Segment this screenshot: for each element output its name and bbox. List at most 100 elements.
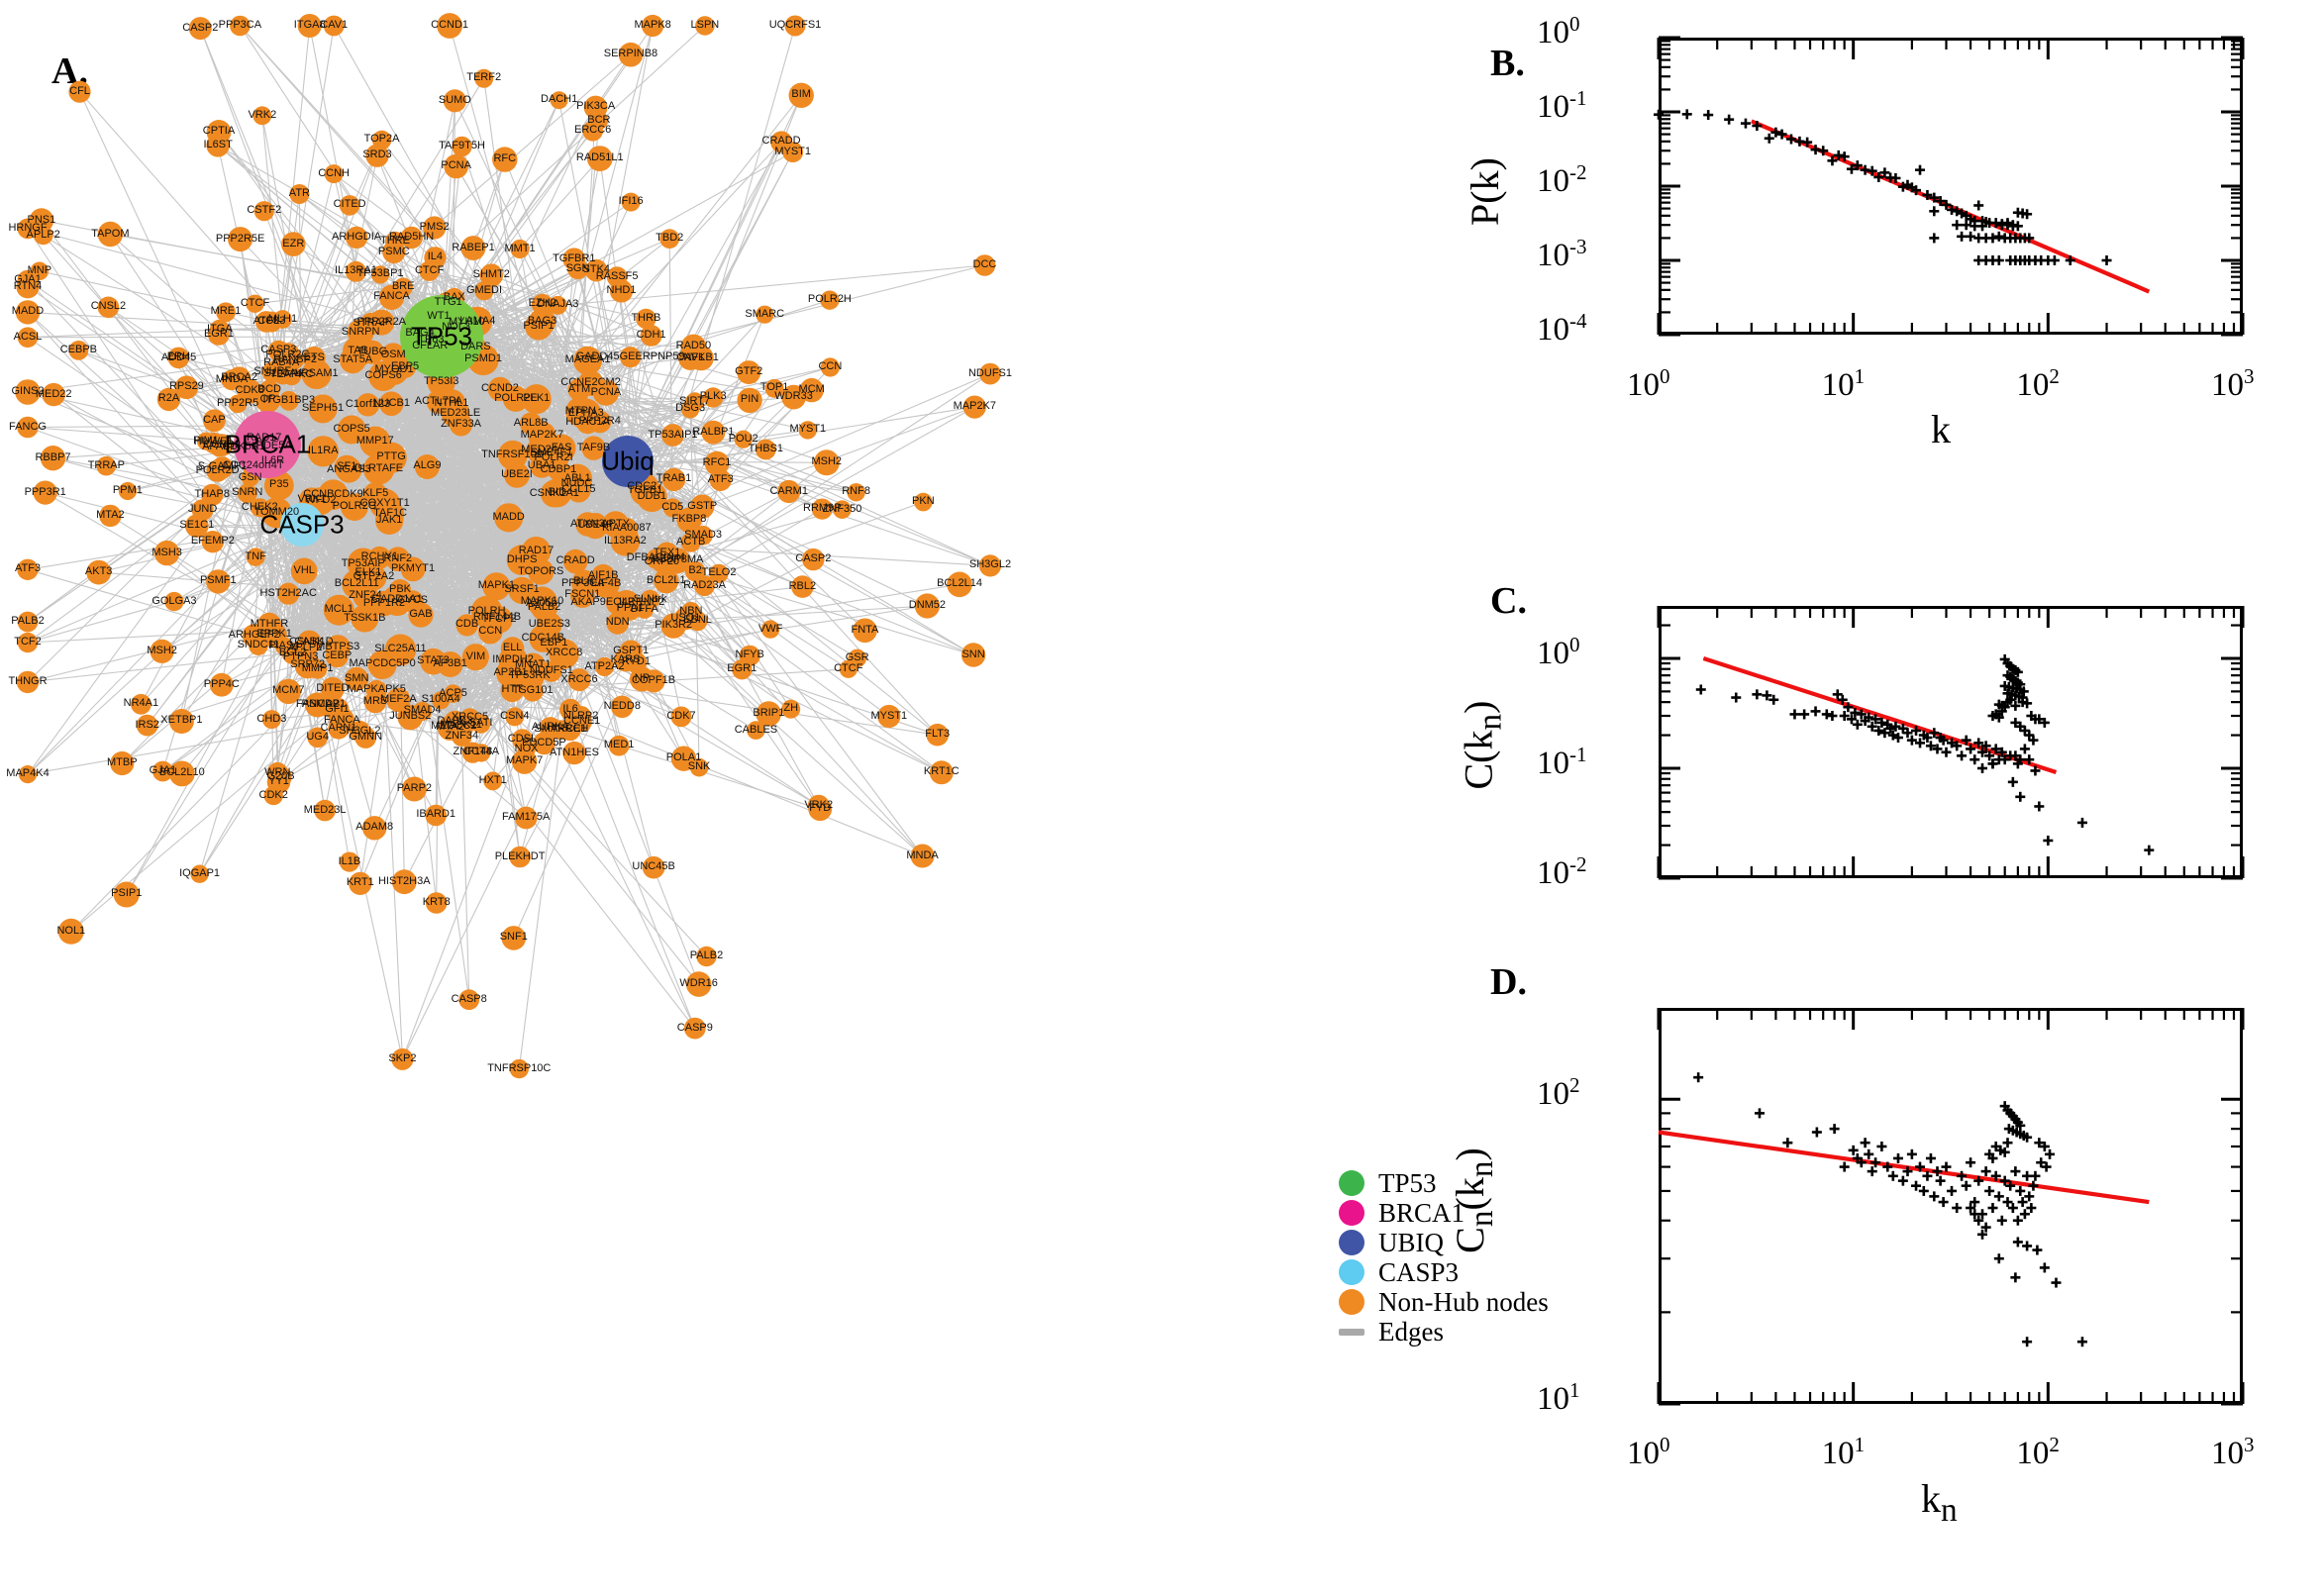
- network-node[interactable]: [110, 750, 135, 776]
- network-node[interactable]: [156, 387, 181, 412]
- network-node[interactable]: [131, 693, 152, 715]
- network-node[interactable]: [340, 347, 366, 374]
- network-node[interactable]: [210, 434, 234, 456]
- network-node[interactable]: [756, 701, 781, 727]
- network-node[interactable]: [17, 558, 39, 580]
- network-node[interactable]: [443, 89, 466, 113]
- network-node[interactable]: [458, 989, 480, 1011]
- network-node[interactable]: [17, 327, 39, 349]
- network-node[interactable]: [505, 707, 525, 727]
- network-node[interactable]: [301, 633, 322, 653]
- network-node[interactable]: [168, 760, 195, 787]
- network-node[interactable]: [802, 548, 825, 571]
- network-node[interactable]: [670, 706, 692, 728]
- network-node[interactable]: [979, 362, 1001, 385]
- network-node[interactable]: [305, 692, 330, 718]
- network-node[interactable]: [96, 455, 117, 476]
- network-node[interactable]: [339, 851, 359, 872]
- network-node[interactable]: [732, 659, 753, 680]
- network-node[interactable]: [562, 549, 588, 574]
- network-node[interactable]: [307, 727, 329, 748]
- network-node[interactable]: [188, 17, 212, 41]
- network-node[interactable]: [501, 926, 527, 950]
- network-node[interactable]: [355, 393, 380, 417]
- network-node[interactable]: [423, 216, 447, 240]
- network-node[interactable]: [216, 302, 236, 323]
- network-node[interactable]: [811, 498, 833, 520]
- network-node[interactable]: [424, 247, 447, 269]
- network-node[interactable]: [349, 720, 370, 743]
- network-node[interactable]: [788, 82, 814, 109]
- network-node[interactable]: [290, 557, 318, 585]
- network-node[interactable]: [664, 548, 691, 574]
- network-node[interactable]: [709, 563, 729, 583]
- network-node[interactable]: [737, 360, 761, 385]
- network-node[interactable]: [323, 15, 345, 37]
- network-node[interactable]: [321, 676, 345, 701]
- network-node[interactable]: [777, 479, 801, 504]
- network-node[interactable]: [695, 16, 715, 36]
- network-node[interactable]: [575, 512, 600, 537]
- network-node[interactable]: [910, 844, 935, 868]
- network-node[interactable]: [474, 281, 494, 301]
- network-node[interactable]: [42, 382, 65, 407]
- network-node[interactable]: [15, 379, 41, 405]
- network-node[interactable]: [136, 714, 158, 737]
- network-node[interactable]: [207, 323, 230, 346]
- network-node[interactable]: [661, 467, 686, 492]
- network-node[interactable]: [444, 684, 462, 703]
- network-node[interactable]: [582, 120, 603, 142]
- hub-node-casp3[interactable]: [280, 503, 324, 547]
- network-node[interactable]: [914, 593, 941, 619]
- network-node[interactable]: [642, 669, 665, 693]
- network-node[interactable]: [255, 311, 277, 333]
- network-node[interactable]: [640, 589, 660, 610]
- network-node[interactable]: [588, 410, 612, 434]
- network-node[interactable]: [242, 624, 266, 648]
- network-node[interactable]: [339, 195, 360, 216]
- network-node[interactable]: [618, 42, 644, 67]
- network-node[interactable]: [781, 384, 806, 410]
- network-node[interactable]: [521, 537, 552, 566]
- network-node[interactable]: [509, 846, 531, 868]
- network-node[interactable]: [325, 635, 351, 660]
- network-node[interactable]: [345, 260, 366, 282]
- network-node[interactable]: [522, 680, 544, 702]
- network-node[interactable]: [694, 575, 715, 597]
- network-node[interactable]: [342, 569, 372, 600]
- network-node[interactable]: [153, 540, 180, 566]
- network-node[interactable]: [363, 482, 388, 507]
- network-node[interactable]: [696, 946, 717, 967]
- network-node[interactable]: [808, 797, 833, 822]
- network-node[interactable]: [960, 643, 986, 667]
- network-node[interactable]: [926, 723, 949, 747]
- network-node[interactable]: [359, 340, 384, 364]
- network-node[interactable]: [661, 424, 684, 447]
- network-node[interactable]: [307, 436, 339, 467]
- network-node[interactable]: [164, 591, 184, 612]
- network-node[interactable]: [169, 349, 188, 367]
- network-node[interactable]: [701, 420, 726, 445]
- network-node[interactable]: [271, 353, 291, 373]
- network-node[interactable]: [978, 554, 1002, 577]
- network-node[interactable]: [581, 436, 606, 460]
- network-node[interactable]: [670, 746, 697, 771]
- network-node[interactable]: [585, 258, 608, 282]
- network-node[interactable]: [318, 479, 349, 510]
- network-node[interactable]: [685, 971, 712, 997]
- network-node[interactable]: [371, 265, 390, 284]
- network-node[interactable]: [323, 594, 354, 626]
- network-node[interactable]: [196, 432, 216, 450]
- network-node[interactable]: [606, 612, 629, 635]
- network-node[interactable]: [209, 672, 234, 697]
- network-node[interactable]: [365, 679, 387, 702]
- network-node[interactable]: [425, 892, 448, 914]
- network-node[interactable]: [563, 470, 590, 497]
- network-node[interactable]: [152, 760, 173, 782]
- network-node[interactable]: [619, 640, 643, 663]
- network-node[interactable]: [385, 547, 411, 571]
- network-node[interactable]: [460, 236, 486, 260]
- network-node[interactable]: [448, 713, 474, 740]
- network-node[interactable]: [583, 95, 608, 120]
- network-node[interactable]: [359, 426, 391, 457]
